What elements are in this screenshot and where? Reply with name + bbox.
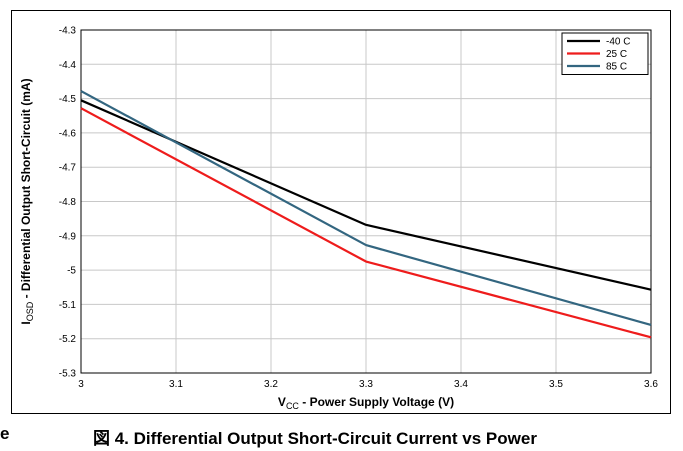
figure-caption-prefix: 図 4.: [93, 429, 134, 448]
series-lines: [80, 90, 652, 339]
series-line-25c: [80, 107, 652, 339]
grid: [81, 30, 651, 373]
x-axis-label-main: V: [278, 395, 286, 409]
x-tick-label: 3.4: [454, 379, 468, 390]
y-tick-label: -5.2: [59, 334, 77, 345]
x-tick-label: 3.3: [359, 379, 373, 390]
y-axis-label: IOSD - Differential Output Short-Circuit…: [19, 78, 35, 324]
y-axis-label-rest: - Differential Output Short-Circuit (mA): [19, 78, 33, 301]
legend-entry: 85 C: [606, 62, 627, 73]
x-tick-label: 3.1: [169, 379, 183, 390]
x-tick-label: 3.6: [644, 379, 658, 390]
x-axis-label: VCC - Power Supply Voltage (V): [278, 395, 454, 411]
legend: -40 C25 C 85 C: [561, 32, 649, 75]
figure-caption: 図 4. Differential Output Short-Circuit C…: [93, 424, 537, 449]
tick-labels: 3 3.1 3.2 3.3 3.4 3.5 3.6 -4.3 -4.4 -4.5 -4.6 -4.7 -…: [59, 26, 659, 391]
y-tick-label: -5.1: [59, 300, 77, 311]
y-axis-label-sub: OSD: [25, 301, 35, 321]
y-tick-label: -4.9: [59, 231, 77, 242]
chart-frame: 3 3.1 3.2 3.3 3.4 3.5 3.6 -4.3 -4.4 -4.5 -4.6 -4.7 -…: [11, 10, 671, 414]
cropped-text-fragment: e: [0, 424, 10, 443]
y-tick-label: -4.5: [59, 94, 77, 105]
figure-caption-text: Differential Output Short-Circuit Curren…: [133, 429, 537, 448]
series-line-85c: [80, 90, 652, 327]
y-tick-label: -4.8: [59, 197, 77, 208]
legend-entry: -40 C: [606, 37, 630, 48]
y-tick-label: -5.3: [59, 369, 77, 380]
y-tick-label: -4.4: [59, 60, 77, 71]
x-tick-label: 3.2: [264, 379, 278, 390]
y-tick-label: -4.6: [59, 128, 77, 139]
y-axis-label-main: I: [19, 321, 33, 324]
plot-area: [80, 29, 652, 374]
x-tick-label: 3: [78, 379, 84, 390]
x-axis-label-sub: CC: [286, 401, 299, 411]
y-tick-label: -4.7: [59, 163, 77, 174]
line-chart: 3 3.1 3.2 3.3 3.4 3.5 3.6 -4.3 -4.4 -4.5 -4.6 -4.7 -…: [19, 26, 659, 412]
x-axis-label-rest: - Power Supply Voltage (V): [299, 395, 454, 409]
y-tick-label: -5: [67, 266, 76, 277]
y-tick-label: -4.3: [59, 26, 77, 37]
x-tick-label: 3.5: [549, 379, 563, 390]
legend-entry: 25 C: [606, 49, 627, 60]
